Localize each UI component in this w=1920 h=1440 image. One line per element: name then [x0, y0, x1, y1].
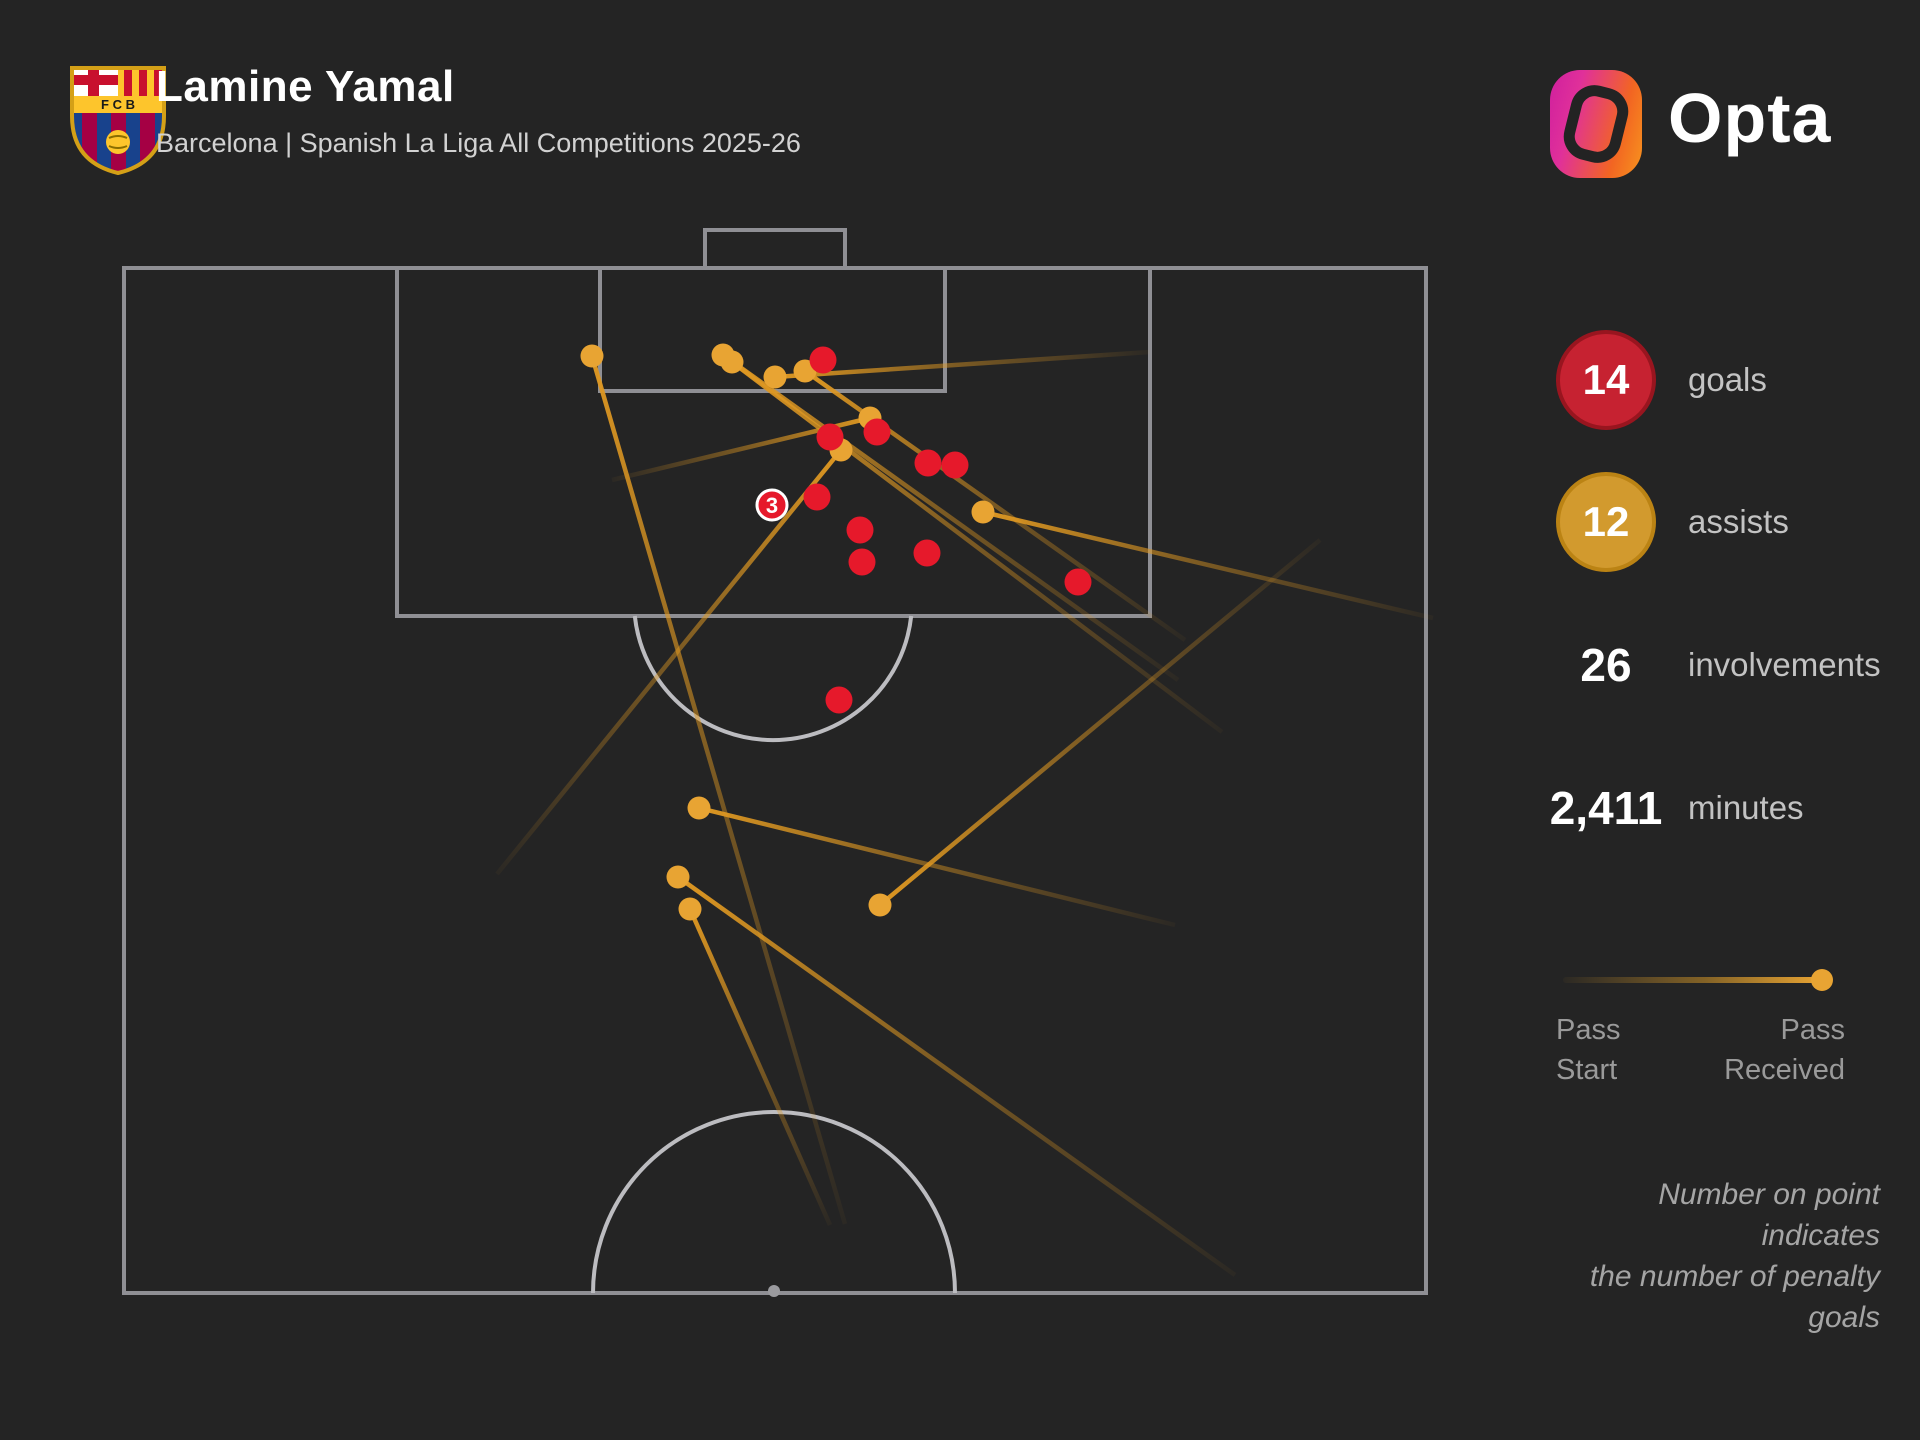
assist-received-dot: [763, 365, 787, 389]
assist-pass-line: [774, 349, 1151, 380]
stat-row-assists: 12 assists: [1540, 467, 1910, 577]
stat-row-goals: 14 goals: [1540, 325, 1910, 435]
stat-row-minutes: 2,411 minutes: [1540, 753, 1910, 863]
assist-pass-line: [698, 805, 1176, 928]
goal-dot: [809, 346, 837, 374]
pitch-markings: [122, 228, 1428, 1297]
assist-pass-line: [878, 538, 1322, 907]
assist-received-dot: [720, 350, 744, 374]
minutes-count: 2,411: [1549, 782, 1663, 834]
assist-pass-lines: [495, 349, 1434, 1277]
goal-dots: [803, 346, 1092, 714]
assist-received-dots: [580, 343, 995, 921]
opta-wordmark: Opta: [1668, 79, 1832, 157]
assist-received-dot: [868, 893, 892, 917]
centre-circle: [591, 1110, 957, 1294]
assist-received-dot: [580, 344, 604, 368]
assist-received-dot: [678, 897, 702, 921]
assist-received-dot: [687, 796, 711, 820]
goal-dot: [846, 516, 874, 544]
assist-pass-line: [589, 355, 848, 1225]
assists-count-badge: 12: [1556, 472, 1656, 572]
goals-label: goals: [1688, 361, 1767, 398]
goal-dot: [913, 539, 941, 567]
goal-dot: [941, 451, 969, 479]
goal-dot: [848, 548, 876, 576]
minutes-label: minutes: [1688, 789, 1804, 826]
fcb-crest-logo: F C B: [70, 66, 166, 176]
goal-dot: [825, 686, 853, 714]
goal-dot: [803, 483, 831, 511]
assist-pass-line: [676, 875, 1237, 1277]
assist-pass-line: [495, 448, 843, 876]
legend-pass-line: [1563, 977, 1821, 983]
goal-dot: [863, 418, 891, 446]
goals-count-badge: 14: [1556, 330, 1656, 430]
penalty-goal-dot: [755, 488, 789, 522]
goal-frame: [703, 228, 847, 270]
penalty-goal-count: 3: [766, 493, 778, 518]
centre-spot: [768, 1285, 780, 1297]
legend-pass-start-label: Pass Start: [1556, 1014, 1621, 1086]
involvements-count: 26: [1580, 639, 1632, 691]
assist-pass-line: [687, 908, 833, 1226]
penalty-goals-marker: 3: [755, 488, 789, 522]
svg-text:F C B: F C B: [101, 97, 135, 112]
assists-label: assists: [1688, 503, 1789, 540]
legend-pass-received-label: Pass Received: [1724, 1014, 1845, 1086]
involvements-label: involvements: [1688, 646, 1881, 683]
assist-pass-line: [730, 360, 1224, 734]
penalty-note: Number on point indicates the number of …: [1589, 1178, 1880, 1334]
goal-dot: [1064, 568, 1092, 596]
penalty-arc: [632, 615, 914, 743]
assist-pass-line: [721, 353, 1180, 682]
page-title-player-name: Lamine Yamal: [156, 62, 455, 111]
goal-dot: [914, 449, 942, 477]
assist-received-dot: [666, 865, 690, 889]
legend-pass-received-dot: [1811, 969, 1833, 991]
opta-logo-icon: [1550, 70, 1642, 178]
pitch-outline: [122, 266, 1428, 1295]
assist-pass-line: [982, 509, 1434, 621]
page-subtitle-competition: Barcelona | Spanish La Liga All Competit…: [156, 128, 801, 158]
assist-received-dot: [971, 500, 995, 524]
stat-row-involvements: 26 involvements: [1540, 610, 1910, 720]
goal-dot: [816, 423, 844, 451]
